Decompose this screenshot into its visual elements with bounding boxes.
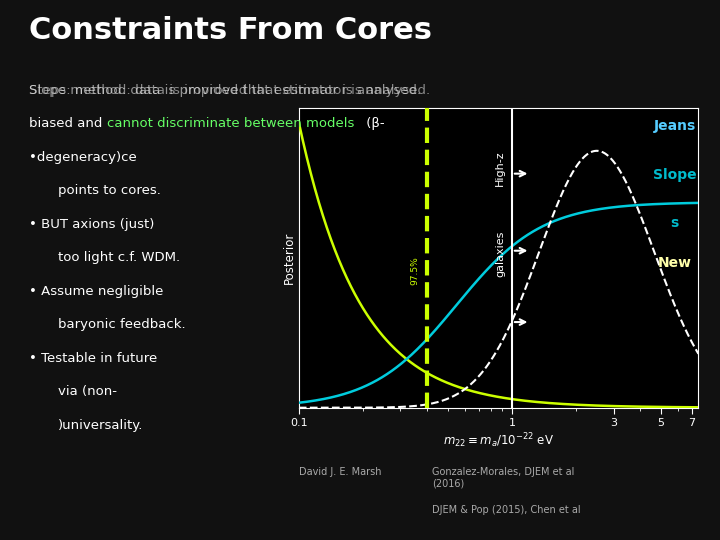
Text: David J. E. Marsh: David J. E. Marsh (299, 467, 382, 477)
Text: DJEM & Pop (2015), Chen et al: DJEM & Pop (2015), Chen et al (432, 505, 580, 515)
Text: Steps: method: data is improved that estimator is analysed.: Steps: method: data is improved that est… (29, 84, 430, 97)
Text: New: New (657, 256, 692, 271)
Text: baryonic feedback.: baryonic feedback. (58, 318, 185, 331)
Text: (β-: (β- (362, 117, 384, 130)
Text: too light c.f. WDM.: too light c.f. WDM. (58, 251, 180, 264)
Text: Jeans: Jeans (654, 119, 696, 133)
Text: Gonzalez-Morales, DJEM et al
(2016): Gonzalez-Morales, DJEM et al (2016) (432, 467, 575, 489)
Text: galaxies: galaxies (495, 231, 505, 277)
Text: )universality.: )universality. (58, 418, 143, 431)
Text: 97.5%: 97.5% (410, 256, 419, 285)
Y-axis label: Posterior: Posterior (283, 232, 296, 284)
Text: • Assume negligible: • Assume negligible (29, 285, 163, 298)
Text: Constraints From Cores: Constraints From Cores (29, 16, 432, 45)
Text: Slope: Slope (653, 168, 696, 182)
Text: Slope method: data is provided that estimator is analysed.: Slope method: data is provided that esti… (29, 84, 421, 97)
Text: via (non-: via (non- (58, 385, 117, 398)
Text: •degeneracy)ce: •degeneracy)ce (29, 151, 137, 164)
Text: s: s (670, 217, 679, 231)
X-axis label: $m_{22} \equiv m_a/10^{-22}$ eV: $m_{22} \equiv m_a/10^{-22}$ eV (443, 431, 554, 450)
Text: points to cores.: points to cores. (58, 184, 161, 197)
Text: biased and: biased and (29, 117, 107, 130)
Text: • Testable in future: • Testable in future (29, 352, 157, 365)
Text: High-z: High-z (495, 151, 505, 186)
Text: • BUT axions (just): • BUT axions (just) (29, 218, 154, 231)
Text: cannot discriminate between models: cannot discriminate between models (107, 117, 354, 130)
